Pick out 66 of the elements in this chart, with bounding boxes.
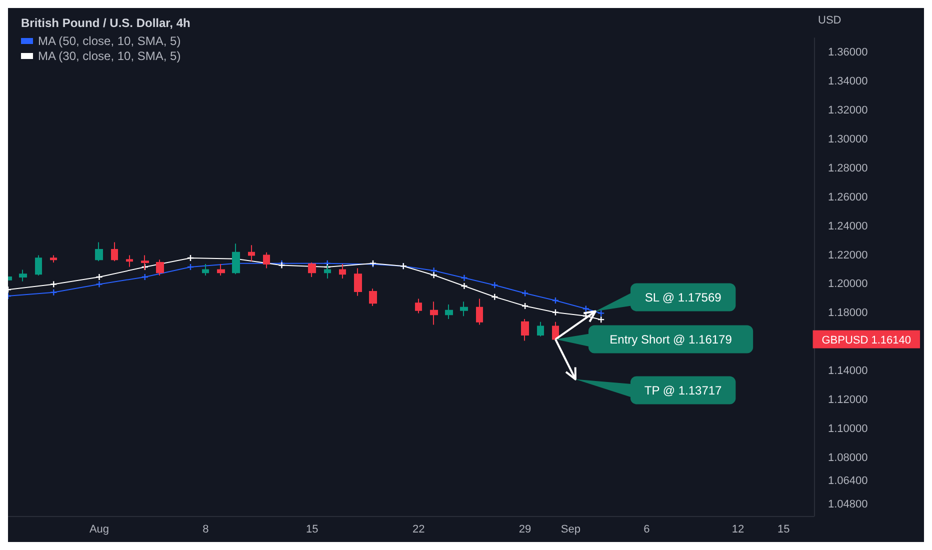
x-tick-label: 6 [644, 524, 650, 536]
candlestick [445, 304, 453, 320]
candlestick [308, 262, 316, 278]
candlestick [126, 254, 133, 268]
candlestick [156, 259, 164, 276]
candlestick [354, 268, 362, 296]
point [96, 281, 102, 288]
candlestick [339, 263, 346, 279]
x-tick-label: 8 [202, 524, 209, 536]
y-tick-label: 1.06400 [828, 475, 868, 488]
candlestick [19, 269, 27, 282]
legend-label: MA (30, close, 10, SMA, 5) [38, 49, 181, 63]
y-tick-label: 1.24000 [828, 220, 868, 232]
candlestick [476, 298, 483, 326]
y-tick-label: 1.12000 [828, 394, 868, 406]
point [461, 274, 468, 281]
chart-title: British Pound / U.S. Dollar, 4h [21, 16, 190, 30]
candlestick [50, 254, 57, 264]
y-tick-label: 1.36000 [828, 46, 868, 58]
candlestick [35, 254, 42, 276]
candlestick [537, 321, 544, 337]
candlestick [95, 242, 103, 262]
y-tick-label: 1.26000 [828, 191, 868, 204]
x-tick-label: Aug [89, 524, 110, 536]
x-tick-label: 29 [518, 524, 532, 536]
point [552, 309, 558, 316]
candlestick [263, 252, 270, 269]
point [50, 281, 57, 288]
annotation: TP @ 1.13717 [644, 383, 722, 398]
point [522, 290, 528, 296]
candlestick [521, 318, 529, 342]
y-tick-label: 1.30000 [828, 133, 868, 146]
x-tick-label: 22 [412, 524, 425, 536]
y-tick-label: 1.08000 [828, 452, 868, 464]
candlestick [369, 288, 377, 306]
point [582, 306, 589, 312]
point [96, 274, 102, 280]
x-tick-label: 15 [777, 524, 790, 536]
annotation: SL @ 1.17569 [644, 290, 722, 304]
candlestick [460, 301, 468, 317]
y-axis-title: USD [818, 14, 842, 26]
candlestick [217, 263, 225, 276]
candlestick [248, 244, 255, 262]
point [461, 282, 468, 289]
point [598, 310, 604, 316]
y-tick-label: 1.14000 [828, 365, 868, 378]
y-tick-label: 1.04800 [828, 498, 868, 510]
x-tick-label: 15 [306, 524, 318, 536]
x-tick-label: Sep [560, 524, 580, 536]
legend-label: MA (50, close, 10, SMA, 5) [38, 34, 181, 48]
annotation: Entry Short @ 1.16179 [610, 332, 732, 346]
y-tick-label: 1.18000 [828, 307, 868, 320]
candlestick [415, 298, 422, 314]
candlestick [430, 301, 438, 326]
text: GBPUSD 1.16140 [822, 334, 912, 346]
point [430, 272, 437, 278]
candlestick [202, 263, 209, 276]
y-tick-label: 1.22000 [828, 249, 868, 262]
point [492, 294, 498, 300]
y-tick-label: 1.34000 [828, 75, 868, 88]
y-tick-label: 1.10000 [828, 423, 868, 436]
candlestick [111, 242, 118, 262]
y-tick-label: 1.28000 [828, 162, 868, 174]
x-tick-label: 12 [732, 524, 744, 536]
y-tick-label: 1.20000 [828, 278, 868, 290]
y-tick-label: 1.32000 [828, 104, 868, 116]
